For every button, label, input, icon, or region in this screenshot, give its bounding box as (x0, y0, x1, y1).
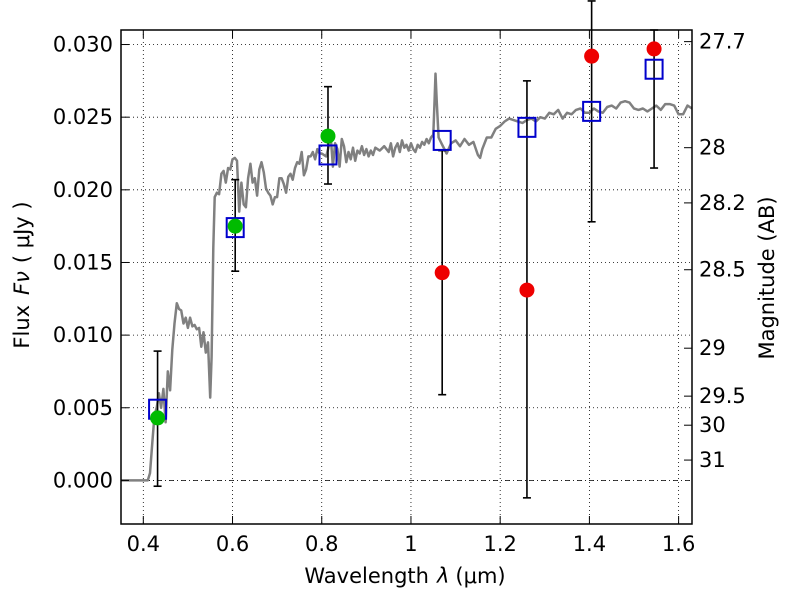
y-tick-label: 0.010 (53, 323, 113, 347)
magnitude-tick-label: 28.5 (699, 258, 746, 282)
magnitude-tick-label: 28.2 (699, 191, 746, 215)
y-tick-label: 0.015 (53, 250, 113, 274)
y-tick-label: 0.020 (53, 178, 113, 202)
model-flux-square (517, 116, 537, 138)
y-tick-label: 0.000 (53, 468, 113, 492)
model-flux-square (644, 58, 664, 80)
error-bars (153, 0, 659, 499)
x-tick-label: 1.2 (483, 532, 516, 556)
detection-point (320, 128, 336, 144)
y-tick-label: 0.005 (53, 396, 113, 420)
x-tick-label: 0.4 (127, 532, 160, 556)
magnitude-tick-label: 30 (699, 413, 726, 437)
x-axis-label: Wavelength λ (μm) (304, 564, 505, 588)
model-flux-square (582, 100, 602, 122)
grid (121, 30, 692, 524)
model-flux-square (225, 217, 245, 239)
template-sed-line (121, 72, 693, 482)
magnitude-tick-label: 27.7 (699, 30, 746, 54)
model-flux-square (318, 144, 338, 166)
model-flux-square (432, 129, 452, 151)
y-tick-label: 0.030 (53, 33, 113, 57)
x-tick-label: 0.8 (305, 532, 338, 556)
magnitude-tick-label: 31 (699, 448, 726, 472)
magnitude-axis-label: Magnitude (AB) (755, 196, 779, 359)
y-tick-label: 0.025 (53, 105, 113, 129)
detection-point (150, 410, 166, 426)
magnitude-axis-ticks: 27.7 28 28.2 28.5 29 29.5 30 31 (684, 30, 746, 472)
magnitude-tick-label: 29.5 (699, 384, 746, 408)
y-axis-label: FluxFν( μJy ) (10, 201, 34, 348)
x-tick-label: 0.6 (216, 532, 249, 556)
model-flux-markers (148, 58, 664, 420)
x-axis-ticks: 0.4 0.6 0.8 1 1.2 1.4 1.6 (127, 30, 695, 556)
error-bar (587, 0, 596, 223)
non-detection-point (584, 48, 600, 64)
magnitude-tick-label: 29 (699, 336, 726, 360)
x-tick-label: 1.6 (662, 532, 695, 556)
non-detection-point (519, 282, 535, 298)
plot-frame (120, 29, 693, 525)
observed-flux-markers (150, 41, 662, 426)
x-tick-label: 1 (404, 532, 417, 556)
magnitude-tick-label: 28 (699, 136, 726, 160)
x-tick-label: 1.4 (573, 532, 606, 556)
detection-point (227, 218, 243, 234)
y-axis-ticks: 0.000 0.005 0.010 0.015 0.020 0.025 0.030 (53, 33, 129, 492)
non-detection-point (646, 41, 662, 57)
non-detection-point (434, 265, 450, 281)
